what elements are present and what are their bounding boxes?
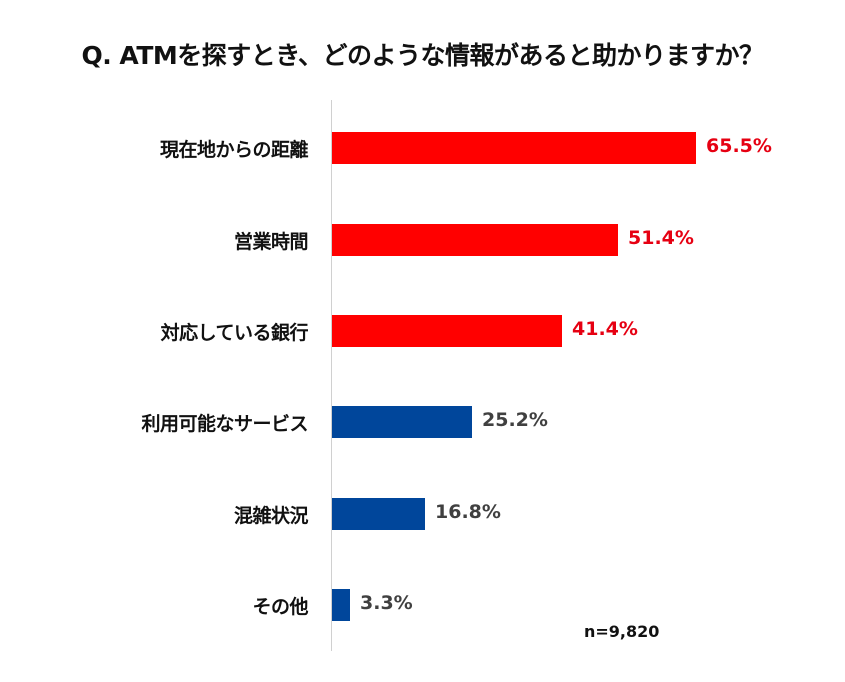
category-label: 営業時間 (233, 231, 309, 253)
category-label: 現在地からの距離 (159, 139, 309, 161)
chart-title: Q. ATMを探すとき、どのような情報があると助かりますか？ (81, 41, 764, 70)
bar (332, 315, 562, 347)
sample-size-label: n=9,820 (584, 622, 660, 641)
y-axis-line (331, 100, 332, 651)
value-label: 65.5% (706, 135, 772, 157)
bar (332, 224, 618, 256)
value-label: 3.3% (360, 592, 413, 614)
bar (332, 589, 350, 621)
category-label: その他 (252, 596, 308, 618)
bar (332, 132, 696, 164)
category-label: 混雑状況 (233, 505, 309, 527)
bar (332, 406, 472, 438)
value-label: 16.8% (435, 501, 501, 523)
value-label: 41.4% (572, 318, 638, 340)
category-label: 対応している銀行 (160, 322, 309, 344)
category-label: 利用可能なサービス (141, 413, 308, 435)
value-label: 51.4% (628, 227, 694, 249)
value-label: 25.2% (482, 409, 548, 431)
bar (332, 498, 425, 530)
